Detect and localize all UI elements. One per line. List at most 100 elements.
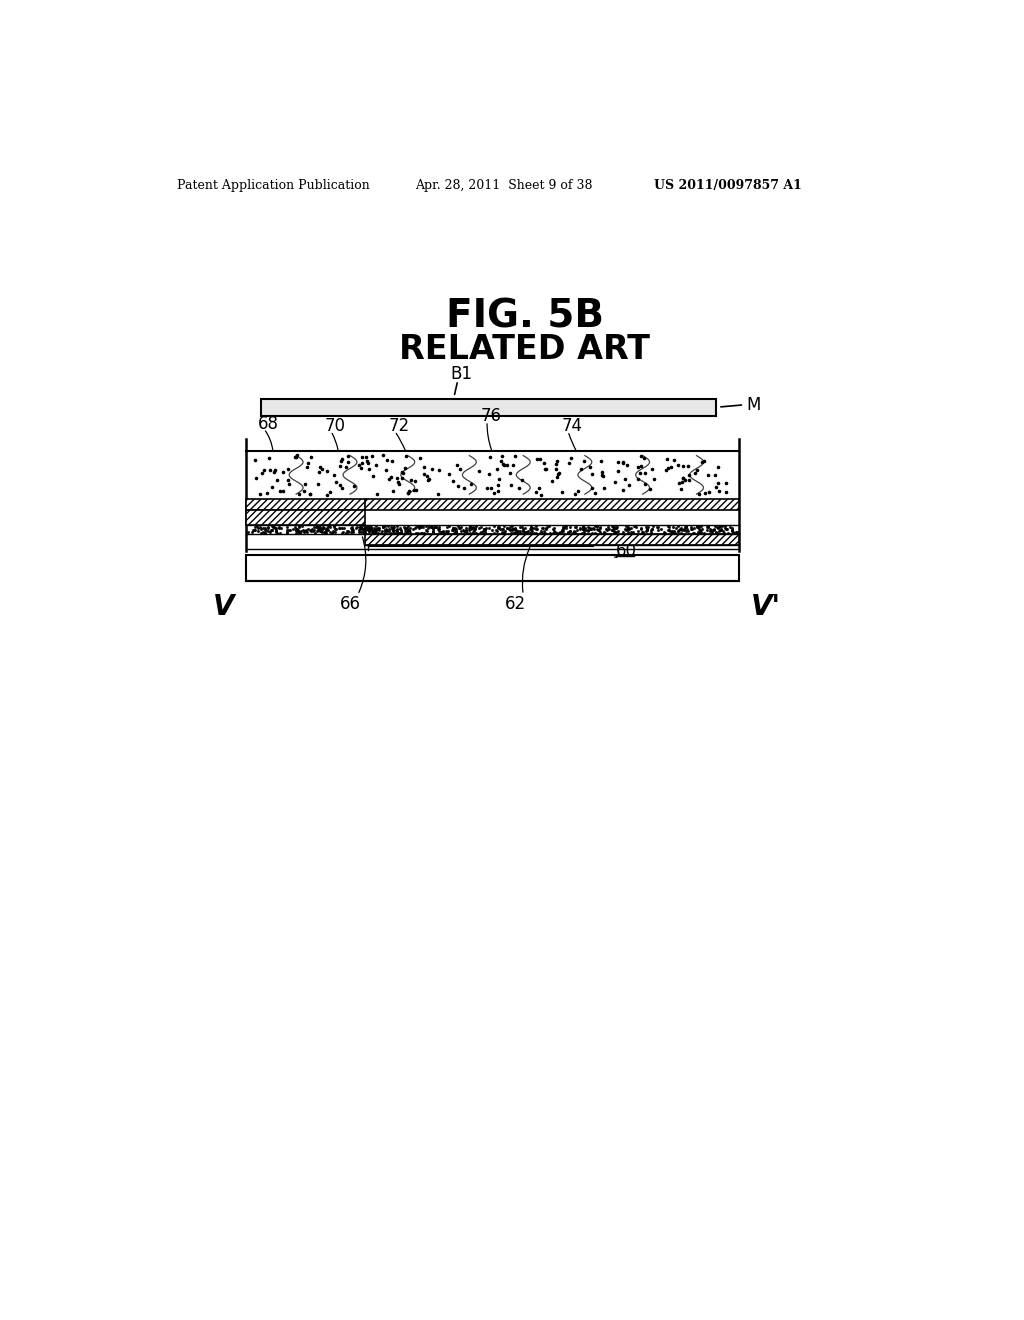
Point xyxy=(461,519,477,540)
Point xyxy=(319,461,336,482)
Point xyxy=(301,483,317,504)
Point xyxy=(699,520,716,541)
Point xyxy=(446,523,463,544)
Point xyxy=(494,450,510,471)
Point xyxy=(505,523,521,544)
Point xyxy=(524,517,541,539)
Point xyxy=(252,483,268,504)
Point xyxy=(645,515,662,536)
Point xyxy=(399,520,416,541)
Point xyxy=(477,517,494,539)
Point xyxy=(319,520,336,541)
Point xyxy=(388,523,404,544)
Point xyxy=(408,523,424,544)
Point xyxy=(364,519,380,540)
Point xyxy=(334,478,350,499)
Point xyxy=(625,521,641,543)
Point xyxy=(569,520,586,541)
Point xyxy=(539,516,555,537)
Point xyxy=(531,478,548,499)
Point xyxy=(630,520,646,541)
Point xyxy=(555,517,571,539)
Point xyxy=(466,519,482,540)
Point xyxy=(685,523,701,544)
Point xyxy=(390,471,407,492)
Point xyxy=(676,519,692,540)
Point xyxy=(313,458,330,479)
Point xyxy=(549,466,565,487)
Point xyxy=(357,517,374,539)
Point xyxy=(546,520,562,541)
Point xyxy=(547,521,563,543)
Point xyxy=(639,519,655,540)
Point xyxy=(317,523,334,544)
Point xyxy=(554,520,570,541)
Point xyxy=(271,517,288,539)
Point xyxy=(328,471,344,492)
Point xyxy=(297,521,313,543)
Point xyxy=(649,516,666,537)
Point xyxy=(262,459,279,480)
Point xyxy=(412,447,428,469)
Point xyxy=(695,450,712,471)
Point xyxy=(562,520,579,541)
Text: 60: 60 xyxy=(615,543,637,560)
Point xyxy=(693,521,710,543)
Point xyxy=(354,519,371,540)
Point xyxy=(504,516,520,537)
Point xyxy=(414,521,430,543)
Point xyxy=(503,474,519,495)
Point xyxy=(438,516,455,537)
Point xyxy=(711,516,727,537)
Point xyxy=(714,516,730,537)
Point xyxy=(549,451,565,473)
Point xyxy=(384,519,400,540)
Point xyxy=(709,523,725,544)
Point xyxy=(265,517,282,539)
Point xyxy=(392,523,409,544)
Point xyxy=(507,521,523,543)
Point xyxy=(431,517,447,539)
Point xyxy=(508,520,524,541)
Point xyxy=(257,520,273,541)
Point xyxy=(691,516,708,537)
Point xyxy=(279,516,295,537)
Point xyxy=(366,523,382,544)
Point xyxy=(503,523,519,544)
Point xyxy=(410,523,426,544)
Point xyxy=(667,521,683,543)
Point xyxy=(621,519,637,540)
Point xyxy=(607,516,624,537)
Point xyxy=(550,463,566,484)
Point xyxy=(343,517,359,539)
Bar xyxy=(366,535,739,545)
Point xyxy=(593,450,609,471)
Point xyxy=(501,519,517,540)
Point xyxy=(706,519,722,540)
Point xyxy=(528,449,545,470)
Point xyxy=(565,523,582,544)
Point xyxy=(446,519,463,540)
Point xyxy=(356,521,373,543)
Point xyxy=(710,473,726,494)
Point xyxy=(677,516,693,537)
Point xyxy=(322,521,338,543)
Point xyxy=(522,523,539,544)
Point xyxy=(671,473,687,494)
Point xyxy=(368,520,384,541)
Point xyxy=(507,446,523,467)
Point xyxy=(666,521,682,543)
Point xyxy=(610,520,627,541)
Point xyxy=(352,516,369,537)
Point xyxy=(287,447,303,469)
Point xyxy=(502,462,518,483)
Point xyxy=(338,523,354,544)
Point xyxy=(607,521,624,543)
Point xyxy=(589,516,605,537)
Point xyxy=(290,521,306,543)
Point xyxy=(451,517,467,539)
Point xyxy=(609,451,626,473)
Point xyxy=(309,519,326,540)
Point xyxy=(437,521,454,543)
Point xyxy=(408,479,424,500)
